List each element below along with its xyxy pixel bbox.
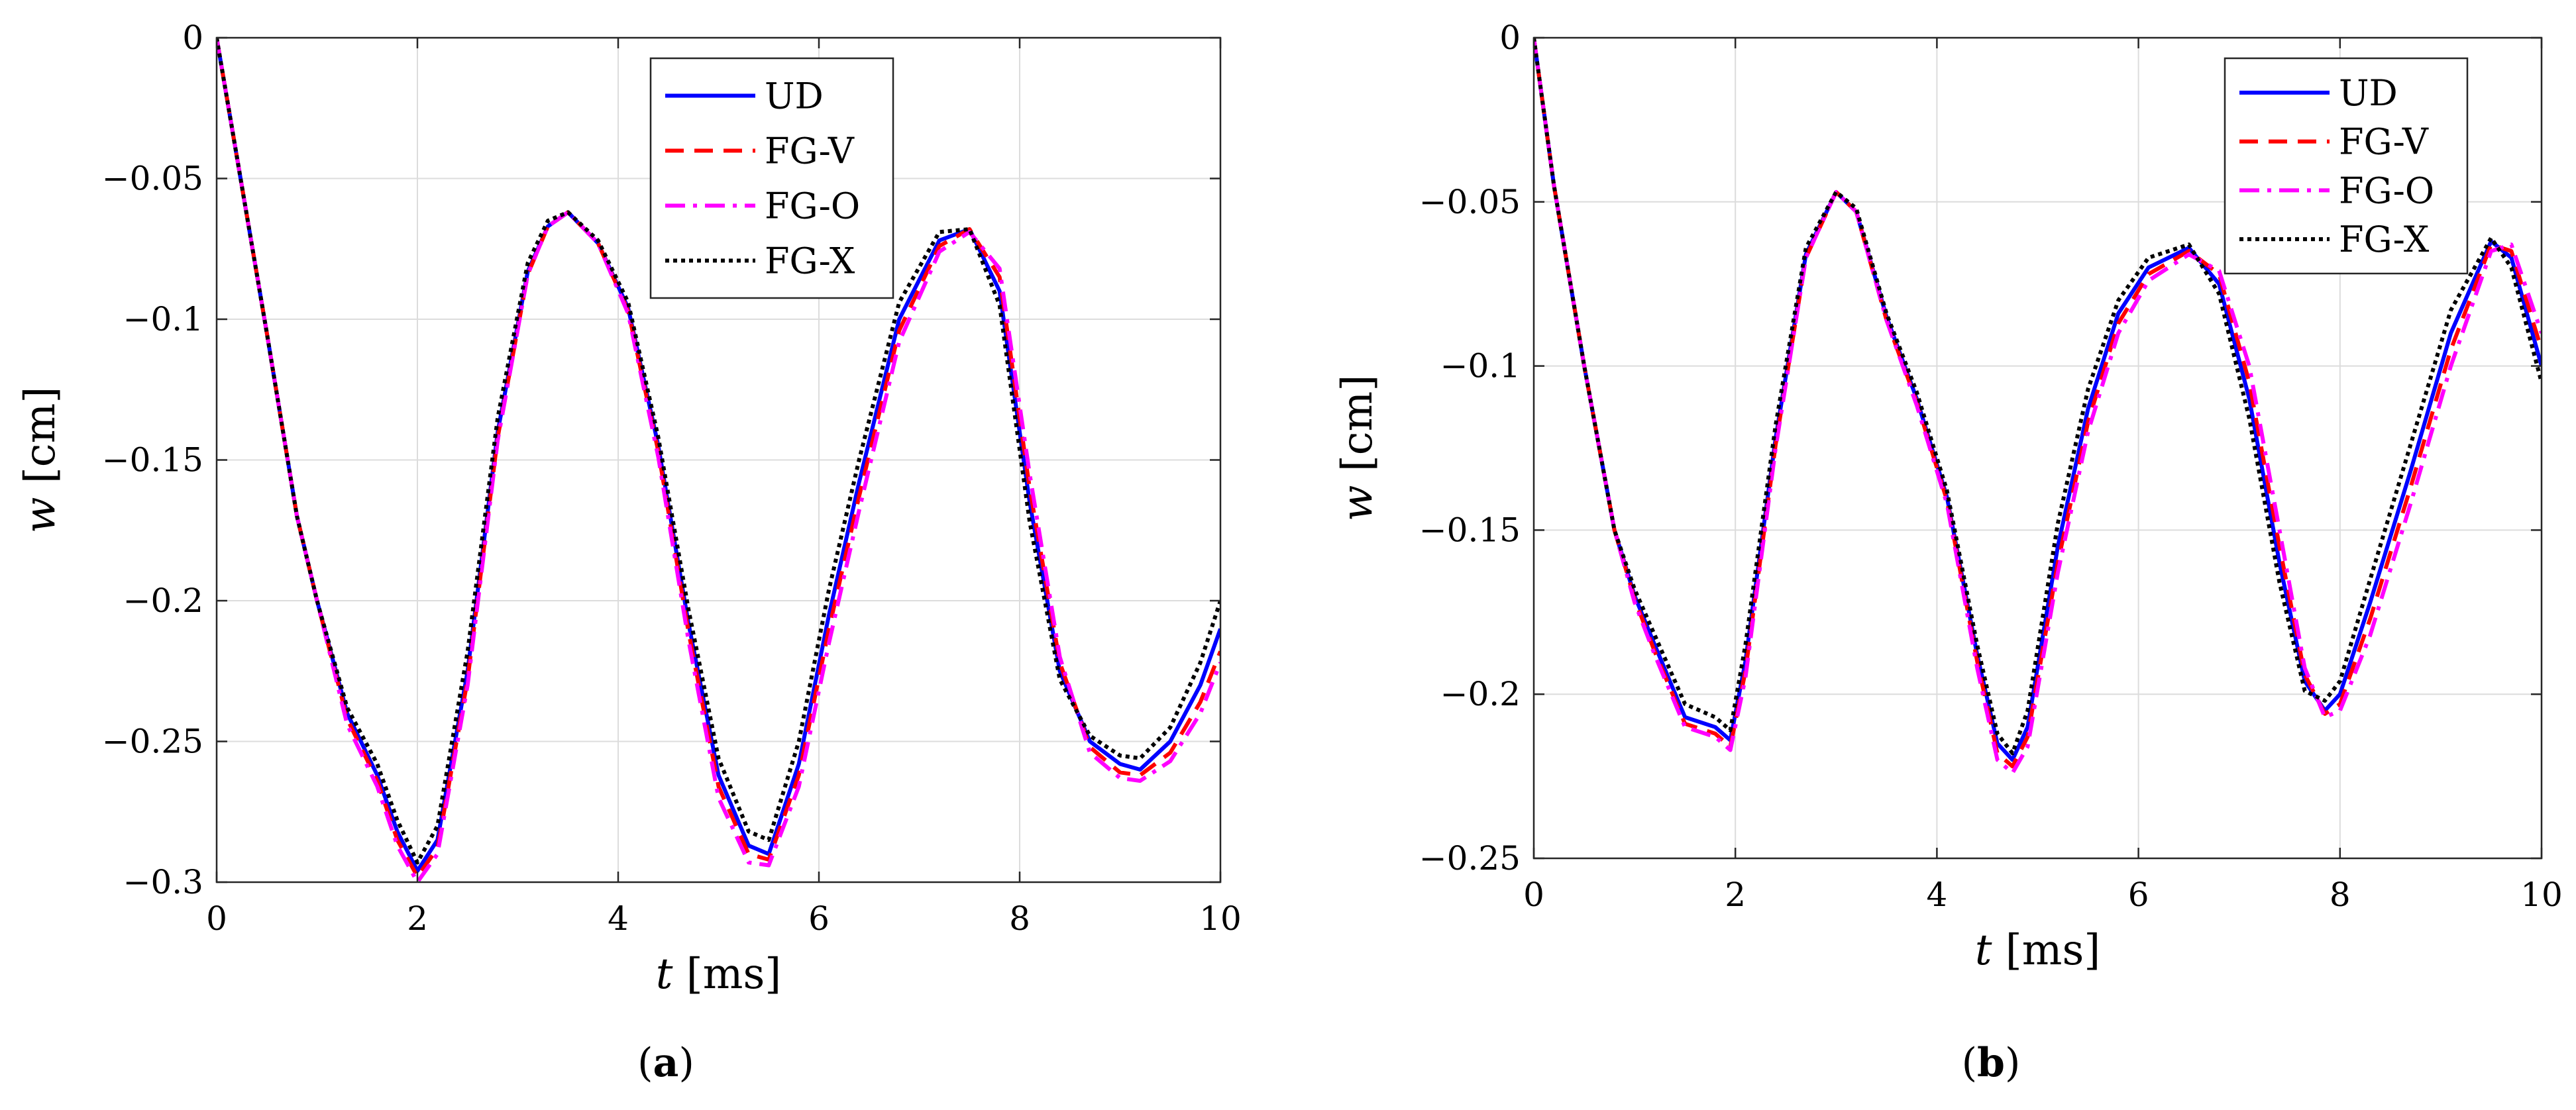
legend-label-fg-v: FG-V — [2339, 121, 2429, 163]
x-tick-label: 4 — [1926, 876, 1947, 914]
y-axis-label: w [cm] — [16, 387, 65, 534]
x-tick-label: 6 — [2128, 876, 2149, 914]
y-tick-label: −0.2 — [123, 581, 203, 620]
x-axis-symbol: t — [656, 950, 673, 999]
legend-label-ud: UD — [2339, 72, 2398, 114]
y-axis-symbol: w — [1333, 485, 1382, 522]
y-axis-unit: [cm] — [16, 387, 65, 497]
x-tick-label: 0 — [1523, 876, 1544, 914]
series-line-ud — [1534, 37, 2542, 762]
y-tick-label: 0 — [182, 19, 203, 57]
series-line-fg-v — [1534, 37, 2542, 769]
y-axis-symbol: w — [16, 497, 65, 534]
y-tick-label: −0.05 — [1419, 183, 1521, 221]
x-tick-label: 2 — [1725, 876, 1746, 914]
chart-panel-a: 0 2 4 6 8 10 0 −0.05 −0.1 −0.15 −0.2 −0.25 −0.3 t [ms… — [16, 19, 1242, 1086]
series-line-fg-x — [1534, 37, 2542, 756]
x-tick-label: 6 — [808, 899, 830, 938]
legend-box — [649, 57, 894, 299]
x-tick-label: 2 — [407, 899, 428, 938]
legend-label-fg-x: FG-X — [2339, 219, 2430, 260]
legend-label-ud: UD — [765, 76, 824, 117]
legend: UD FG-V FG-O FG-X — [2224, 57, 2469, 275]
x-axis-symbol: t — [1975, 926, 1992, 975]
series-line-fg-x — [217, 37, 1220, 865]
x-axis-label: t [ms] — [1975, 926, 2101, 975]
y-tick-label: −0.15 — [102, 441, 203, 479]
x-tick-label: 0 — [206, 899, 227, 938]
x-tick-label: 4 — [608, 899, 629, 938]
y-tick-label: −0.25 — [1419, 839, 1521, 878]
legend-label-fg-v: FG-V — [765, 130, 855, 172]
legend-label-fg-x: FG-X — [765, 240, 855, 282]
y-tick-label: −0.05 — [102, 160, 203, 198]
y-tick-label: 0 — [1499, 19, 1521, 57]
y-axis-unit: [cm] — [1333, 375, 1382, 485]
panel-caption: (a) — [637, 1040, 694, 1086]
legend: UD FG-V FG-O FG-X — [649, 57, 894, 299]
x-tick-label: 10 — [1199, 899, 1242, 938]
panel-caption: (b) — [1962, 1040, 2021, 1086]
x-tick-label: 8 — [1009, 899, 1030, 938]
series-line-fg-v — [217, 37, 1220, 879]
x-axis-unit: [ms] — [1992, 926, 2100, 975]
axes-box — [1532, 36, 2543, 860]
x-axis-label: t [ms] — [656, 950, 782, 999]
y-tick-label: −0.1 — [123, 300, 203, 338]
x-tick-label: 10 — [2520, 876, 2563, 914]
y-tick-label: −0.25 — [102, 723, 203, 761]
series-line-fg-o — [217, 37, 1220, 884]
y-axis-label: w [cm] — [1333, 375, 1382, 522]
x-tick-label: 8 — [2330, 876, 2351, 914]
chart-panel-b: 0 2 4 6 8 10 0 −0.05 −0.1 −0.15 −0.2 −0.25 t [ms] w [… — [1333, 19, 2563, 1086]
y-tick-label: −0.1 — [1440, 347, 1521, 385]
series-line-fg-o — [1534, 37, 2542, 776]
y-tick-label: −0.15 — [1419, 511, 1521, 549]
y-tick-label: −0.2 — [1440, 675, 1521, 713]
legend-label-fg-o: FG-O — [2339, 170, 2434, 211]
x-axis-unit: [ms] — [672, 950, 781, 999]
legend-label-fg-o: FG-O — [765, 185, 860, 227]
y-tick-label: −0.3 — [123, 863, 203, 901]
